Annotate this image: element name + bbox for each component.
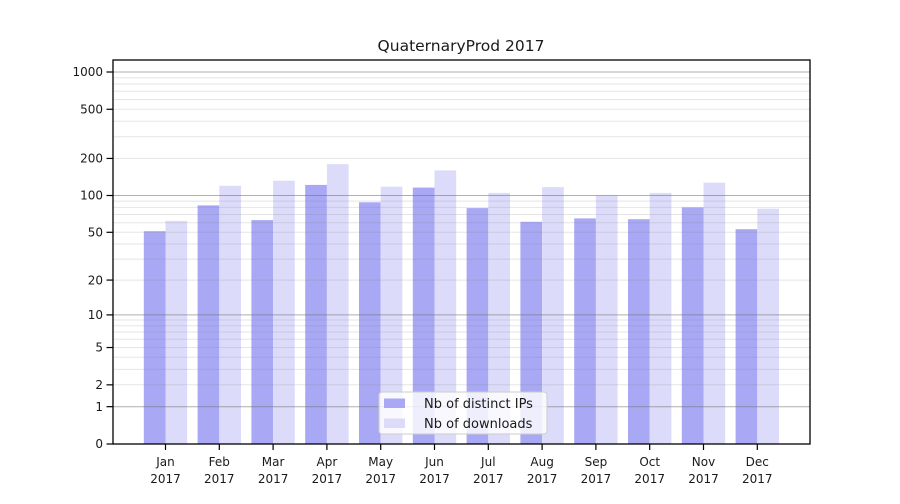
bar-downloads-jan-2017 — [165, 220, 188, 444]
bar-downloads-jun-2017 — [434, 170, 457, 444]
y-tick-label: 10 — [88, 308, 103, 322]
x-tick-label-year: 2017 — [365, 472, 396, 486]
bar-distinct-ips-oct-2017 — [628, 219, 650, 444]
x-tick-label-year: 2017 — [473, 472, 504, 486]
x-tick-label-month: Jun — [424, 455, 444, 469]
x-tick-label-year: 2017 — [688, 472, 719, 486]
bar-distinct-ips-feb-2017 — [197, 205, 220, 444]
x-tick-label-year: 2017 — [581, 472, 612, 486]
bar-downloads-sep-2017 — [595, 195, 618, 444]
bar-distinct-ips-may-2017 — [359, 202, 381, 444]
legend: Nb of distinct IPs Nb of downloads — [378, 391, 548, 435]
bar-downloads-aug-2017 — [542, 187, 564, 444]
x-tick-label-month: Feb — [209, 455, 230, 469]
bar-distinct-ips-mar-2017 — [251, 220, 274, 444]
y-tick-label: 1000 — [72, 65, 103, 79]
bar-downloads-oct-2017 — [649, 192, 672, 444]
x-tick-label-month: Jan — [155, 455, 175, 469]
gridlines-layer — [113, 71, 810, 408]
bar-downloads-apr-2017 — [326, 164, 349, 444]
y-tick-label: 20 — [88, 273, 103, 287]
y-tick-label: 1 — [95, 400, 103, 414]
x-tick-label-month: Sep — [585, 455, 608, 469]
bar-downloads-dec-2017 — [757, 208, 779, 444]
x-tick-label-year: 2017 — [312, 472, 343, 486]
x-tick-label-year: 2017 — [527, 472, 558, 486]
y-tick-label: 500 — [80, 103, 103, 117]
x-tick-label-month: Nov — [692, 455, 715, 469]
x-tick-label-month: Apr — [317, 455, 338, 469]
bar-downloads-mar-2017 — [273, 180, 295, 444]
legend-swatch-distinct-ips — [384, 398, 405, 408]
bars-layer — [143, 164, 779, 445]
bar-distinct-ips-sep-2017 — [574, 218, 596, 444]
bar-distinct-ips-jul-2017 — [466, 208, 489, 444]
bar-downloads-nov-2017 — [703, 182, 726, 444]
bar-distinct-ips-jan-2017 — [143, 231, 166, 444]
y-tick-label: 100 — [80, 189, 103, 203]
x-tick-label-month: May — [368, 455, 393, 469]
x-tick-label-month: Dec — [746, 455, 769, 469]
x-tick-label-year: 2017 — [634, 472, 665, 486]
x-tick-label-month: Aug — [530, 455, 553, 469]
legend-swatch-downloads — [384, 418, 405, 428]
x-tick-label-month: Mar — [262, 455, 285, 469]
x-tick-label-month: Jul — [480, 455, 495, 469]
bar-distinct-ips-aug-2017 — [520, 221, 543, 444]
y-tick-label: 0 — [95, 437, 103, 451]
bar-distinct-ips-dec-2017 — [735, 229, 758, 444]
x-tick-label-month: Oct — [639, 455, 660, 469]
x-tick-label-year: 2017 — [419, 472, 450, 486]
legend-box — [378, 391, 548, 435]
legend-label-distinct-ips: Nb of distinct IPs — [424, 397, 533, 412]
x-tick-label-year: 2017 — [204, 472, 235, 486]
y-tick-label: 50 — [88, 226, 103, 240]
y-tick-label: 5 — [95, 341, 103, 355]
bar-downloads-jul-2017 — [488, 192, 510, 444]
plot-border — [112, 59, 811, 445]
legend-label-downloads: Nb of downloads — [424, 417, 533, 432]
x-tick-label-year: 2017 — [742, 472, 773, 486]
bar-distinct-ips-nov-2017 — [681, 207, 704, 444]
x-axis: Jan 2017 Feb 2017 Mar 2017 Apr 2017 May 2017 Jun 20… — [150, 444, 773, 486]
x-tick-label-year: 2017 — [258, 472, 289, 486]
y-axis: 0 1 2 5 10 20 50 100 200 500 1000 — [72, 65, 113, 451]
x-tick-label-year: 2017 — [150, 472, 181, 486]
chart-title: QuaternaryProd 2017 — [378, 37, 545, 55]
bar-distinct-ips-jun-2017 — [412, 187, 435, 444]
y-tick-label: 2 — [95, 378, 103, 392]
y-tick-label: 200 — [80, 152, 103, 166]
